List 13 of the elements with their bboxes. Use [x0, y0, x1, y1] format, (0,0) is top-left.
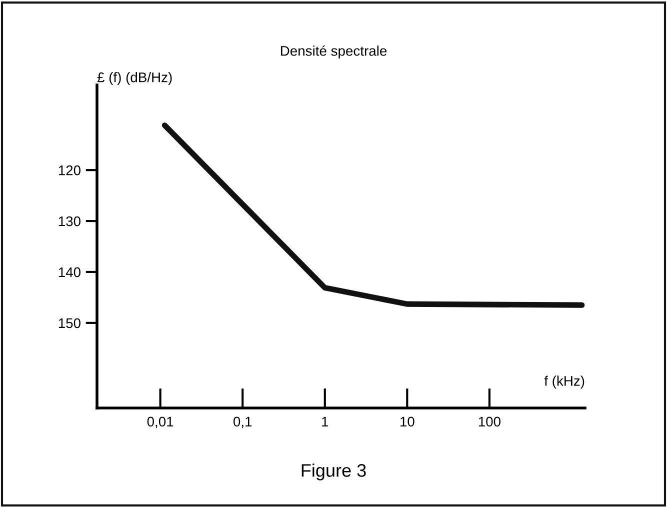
y-tick-label: 130 [58, 216, 80, 226]
caption: Figure 3 [302, 464, 366, 480]
x-tick-label: 0,01 [147, 416, 174, 428]
x-tick-label: 10 [400, 416, 414, 427]
x-axis-title: f (kHz) [544, 376, 584, 389]
x-tick-label: 0,1 [233, 416, 252, 428]
y-tick-label: 150 [58, 318, 80, 328]
y-tick-label: 140 [58, 267, 80, 278]
chart-title: Densité spectrale [280, 45, 387, 59]
x-tick-label: 100 [478, 416, 500, 427]
x-tick-label: 1 [322, 416, 328, 426]
y-axis-title: £ (f) (dB/Hz) [97, 72, 172, 85]
y-tick-label: 120 [58, 165, 80, 176]
